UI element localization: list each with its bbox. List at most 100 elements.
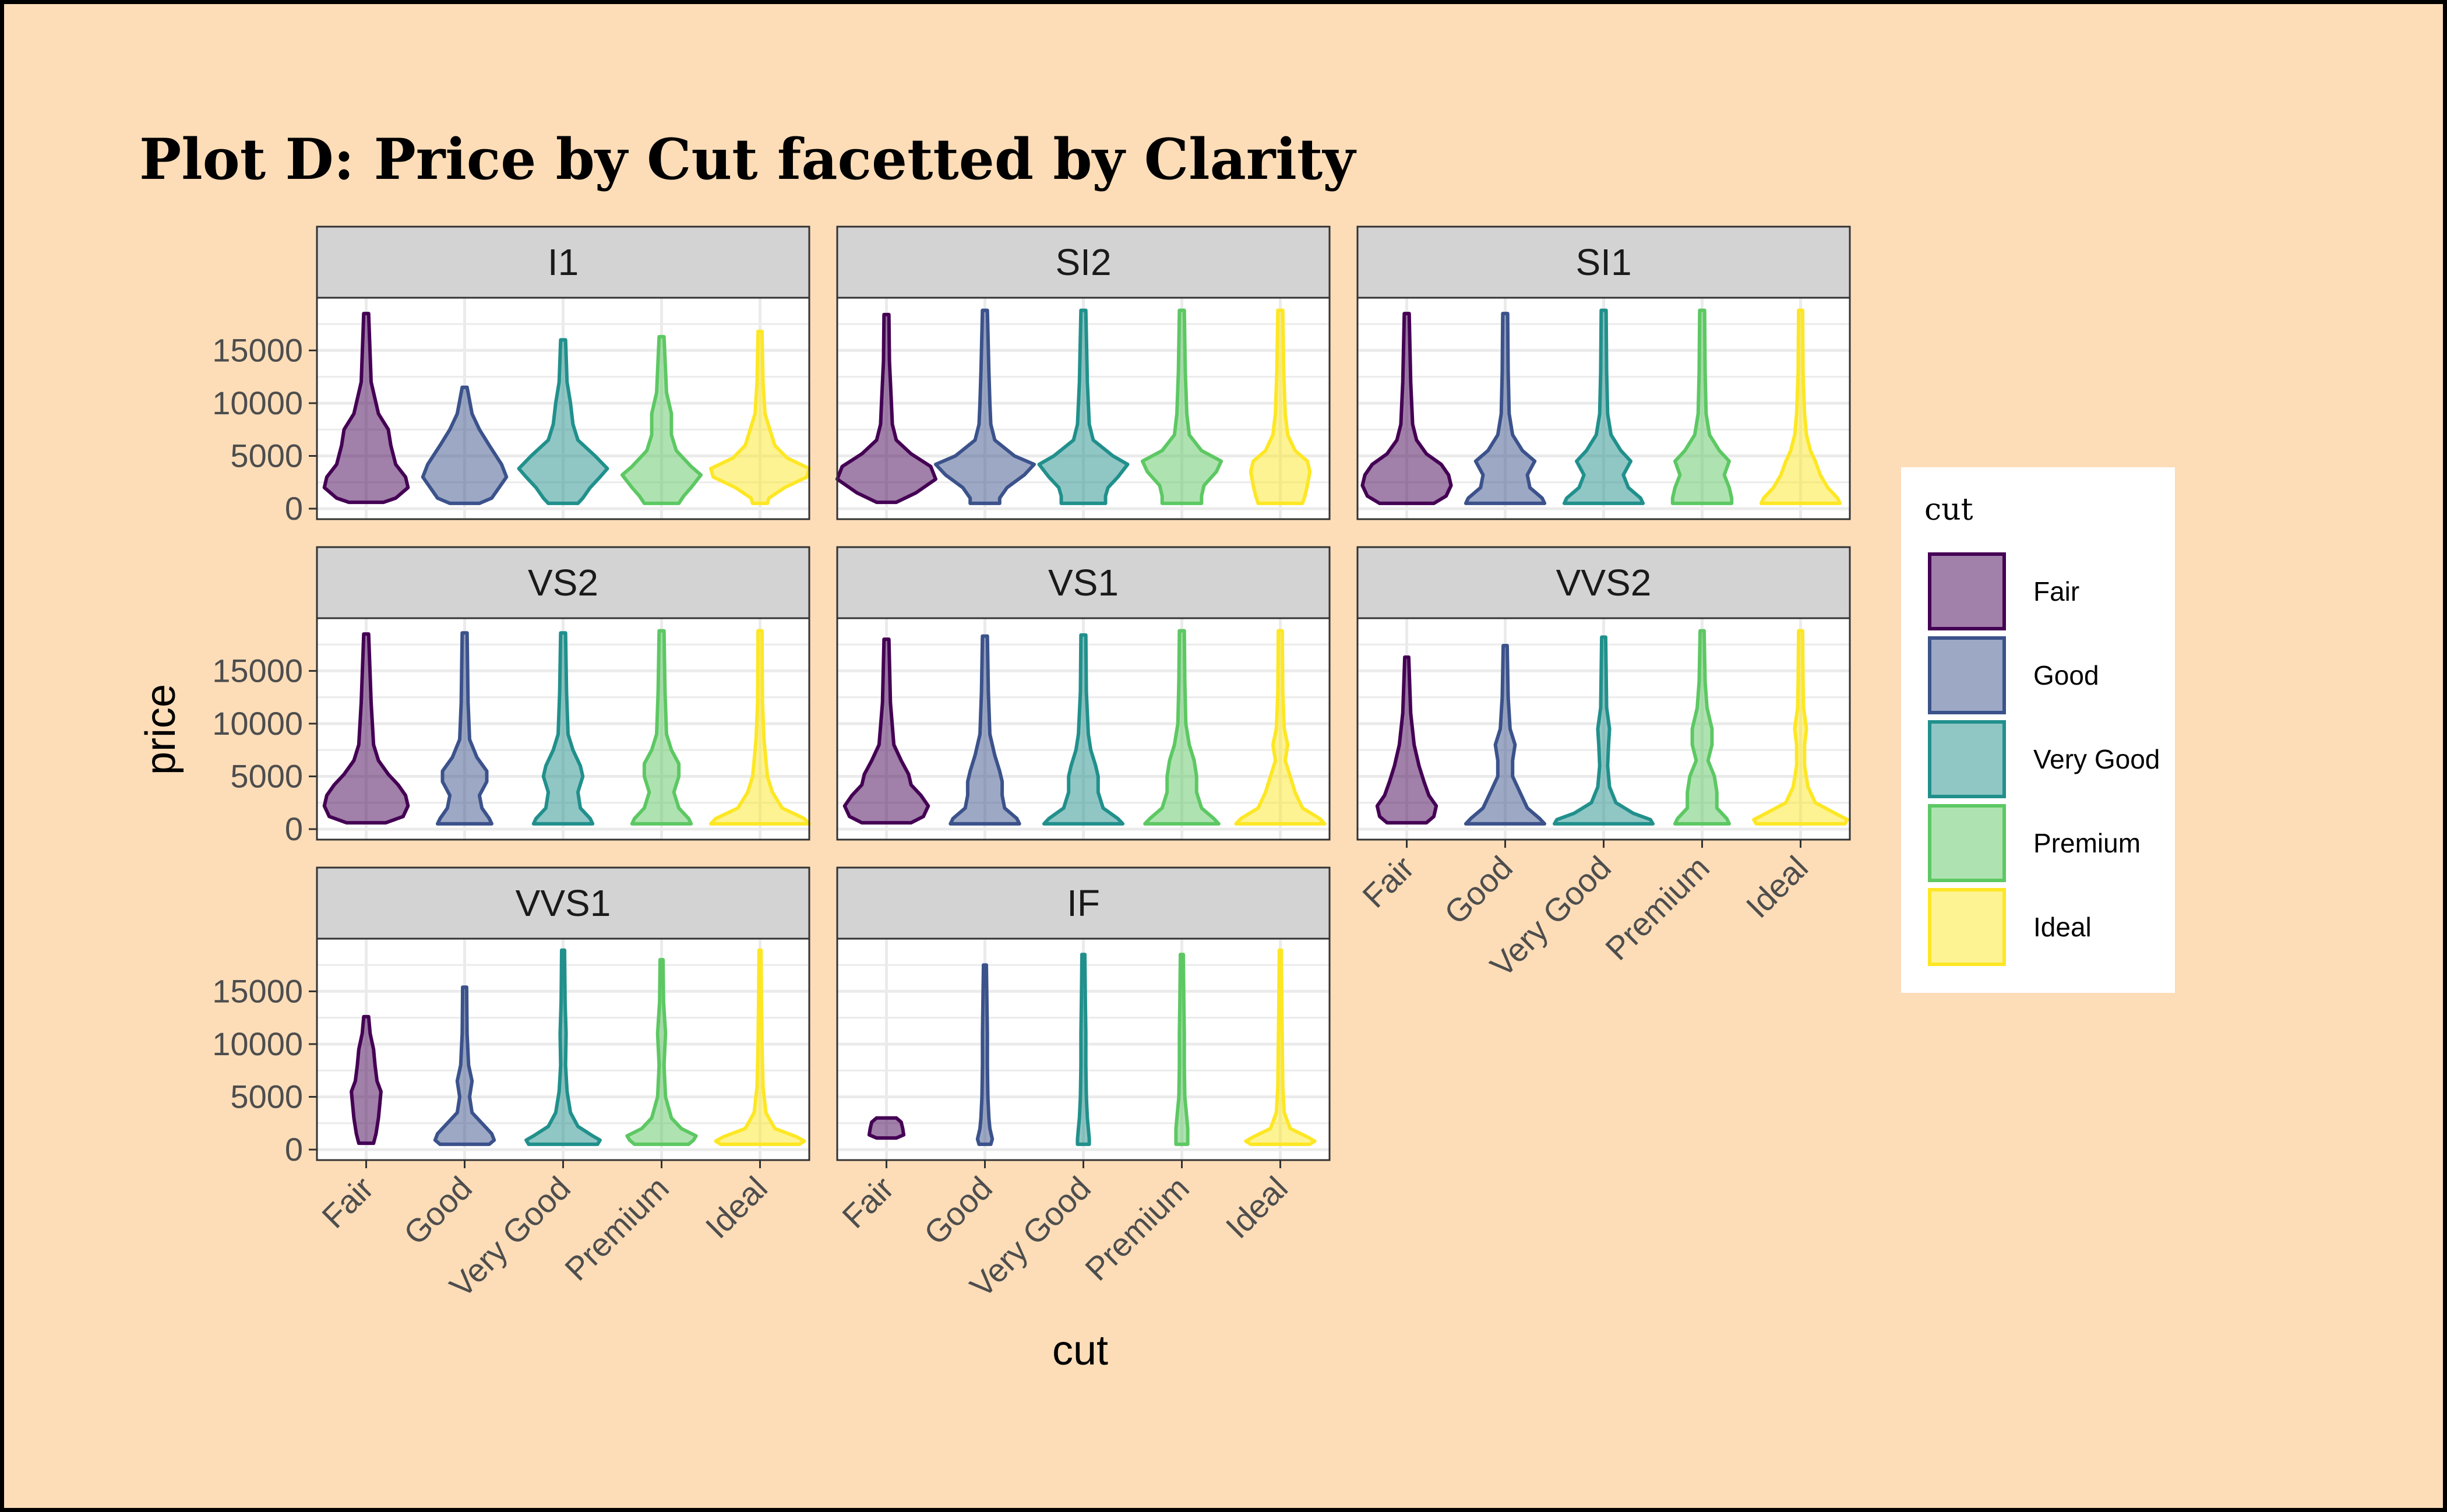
chart-title: Plot D: Price by Cut facetted by Clarity: [139, 126, 1357, 192]
y-tick-label: 0: [285, 810, 303, 847]
x-tick-label: Good: [397, 1169, 479, 1252]
x-tick-label: Fair: [315, 1169, 380, 1235]
facet-strip-label: VS1: [1048, 562, 1119, 604]
x-tick-label: Ideal: [699, 1169, 774, 1245]
violin-very-good: [1076, 953, 1091, 1146]
facet-strip: [316, 546, 810, 619]
panel-border: [316, 297, 810, 520]
x-tick-label: Good: [917, 1169, 999, 1252]
facet-panel-vs2: VS2 0 5000 10000 15000: [212, 546, 811, 847]
y-tick-label: 10000: [212, 705, 303, 742]
x-axis-title: cut: [1052, 1327, 1108, 1374]
facet-strip-label: VVS2: [1556, 562, 1652, 604]
x-tick-label: Good: [1437, 849, 1519, 931]
violin-premium: [1140, 308, 1224, 505]
violin-good: [436, 631, 493, 826]
violin-premium: [1670, 308, 1734, 505]
violin-premium: [625, 958, 698, 1146]
legend-label: Ideal: [2033, 912, 2092, 942]
facet-panel-si1: SI1: [1356, 225, 1851, 520]
violin-very-good: [1553, 635, 1655, 826]
facet-strip-label: SI1: [1575, 241, 1631, 283]
violin-very-good: [531, 631, 595, 826]
violin-fair: [322, 632, 410, 825]
violin-fair: [350, 1014, 383, 1146]
y-tick-label: 10000: [212, 385, 303, 421]
violin-good: [1464, 312, 1547, 505]
x-tick-label: Premium: [558, 1169, 676, 1288]
y-tick-label: 5000: [230, 437, 303, 474]
violin-premium: [1174, 953, 1190, 1146]
facet-panel-si2: SI2: [835, 225, 1331, 520]
legend-key-very-good: [1928, 720, 2006, 798]
violin-ideal: [1249, 308, 1312, 505]
legend-label: Fair: [2033, 576, 2079, 607]
x-tick-label: Premium: [1598, 849, 1716, 967]
facet-strip-label: I1: [548, 241, 579, 283]
violin-ideal: [1244, 948, 1317, 1146]
violin-ideal: [1234, 629, 1327, 826]
y-tick-label: 5000: [230, 757, 303, 794]
x-tick-label: Ideal: [1739, 849, 1815, 925]
facet-strip: [836, 546, 1331, 619]
x-tick-label: Fair: [835, 1169, 901, 1235]
violin-ideal: [1759, 308, 1842, 505]
y-tick-label: 15000: [212, 332, 303, 368]
violin-very-good: [1037, 308, 1130, 505]
violin-premium: [1673, 629, 1731, 826]
violin-premium: [630, 629, 693, 826]
y-tick-label: 0: [285, 490, 303, 527]
violin-very-good: [517, 338, 609, 505]
violin-fair: [1375, 655, 1438, 825]
y-tick-label: 15000: [212, 652, 303, 689]
legend: cut Fair Good Very Good Premium Ideal: [1901, 467, 2175, 993]
violin-good: [975, 963, 995, 1146]
legend-label: Very Good: [2033, 744, 2160, 774]
facet-strip: [1356, 225, 1851, 299]
violin-ideal: [709, 629, 811, 826]
x-tick-label: Fair: [1355, 849, 1421, 915]
violin-fair: [867, 1116, 906, 1140]
panel-border: [316, 617, 810, 841]
violin-fair: [842, 637, 930, 825]
faceted-violin-chart: Plot D: Price by Cut facetted by Clarity…: [137, 126, 2175, 1374]
x-tick-label: Ideal: [1219, 1169, 1295, 1245]
legend-key-premium: [1928, 804, 2006, 882]
violin-fair: [322, 312, 410, 505]
panel-border: [1356, 297, 1851, 520]
violin-ideal: [1752, 629, 1849, 826]
panel-border: [836, 617, 1331, 841]
y-tick-label: 15000: [212, 972, 303, 1009]
violin-very-good: [1042, 633, 1125, 826]
y-axis-title: price: [137, 684, 184, 775]
facet-strip-label: VS2: [528, 562, 598, 604]
violin-good: [1464, 644, 1547, 826]
violin-fair: [1360, 312, 1453, 505]
legend-key-ideal: [1928, 888, 2006, 966]
x-tick-label: Premium: [1078, 1169, 1196, 1288]
facet-panels: I1 0 5000 10000 15000 SI2 SI1 VS2 0 5000 10000 1500…: [212, 225, 1851, 1305]
y-tick-label: 5000: [230, 1078, 303, 1115]
facet-strip: [1356, 546, 1851, 619]
violin-good: [433, 985, 496, 1146]
violin-premium: [620, 334, 703, 505]
violin-good: [934, 308, 1036, 505]
violin-premium: [1143, 629, 1221, 826]
facet-strip: [836, 225, 1331, 299]
violin-good: [949, 634, 1021, 826]
legend-label: Good: [2033, 660, 2099, 690]
violin-ideal: [714, 948, 806, 1146]
facet-strip-label: SI2: [1055, 241, 1111, 283]
violin-very-good: [1562, 308, 1645, 505]
facet-strip-label: IF: [1067, 882, 1100, 924]
legend-title: cut: [1924, 492, 1973, 527]
facet-panel-vs1: VS1: [836, 546, 1331, 841]
panel-border: [836, 297, 1331, 520]
violin-very-good: [524, 948, 602, 1146]
facet-strip-label: VVS1: [516, 882, 611, 924]
legend-key-fair: [1928, 552, 2006, 630]
